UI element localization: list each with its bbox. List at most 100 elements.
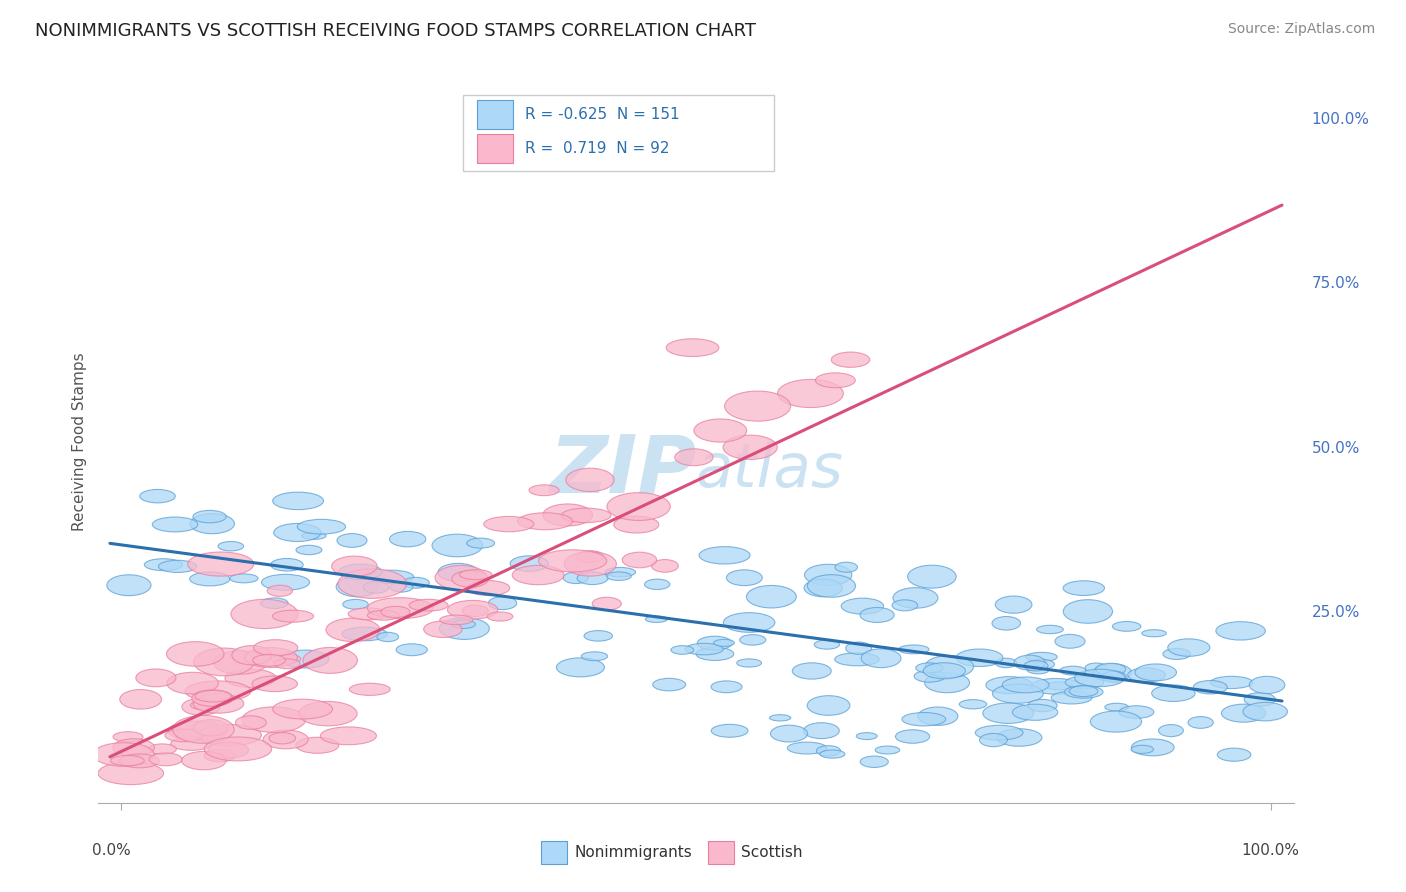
Ellipse shape	[204, 737, 271, 761]
Ellipse shape	[1112, 622, 1140, 632]
Ellipse shape	[583, 631, 613, 641]
Ellipse shape	[236, 715, 266, 730]
Ellipse shape	[332, 556, 377, 576]
Ellipse shape	[898, 645, 929, 654]
Ellipse shape	[711, 681, 742, 693]
Ellipse shape	[439, 618, 489, 640]
Ellipse shape	[181, 751, 226, 770]
Ellipse shape	[145, 558, 183, 571]
Ellipse shape	[186, 681, 250, 701]
Ellipse shape	[367, 610, 399, 620]
Ellipse shape	[770, 725, 807, 742]
Ellipse shape	[807, 574, 855, 598]
Ellipse shape	[253, 640, 298, 656]
Ellipse shape	[1194, 681, 1227, 694]
Ellipse shape	[191, 690, 233, 706]
Ellipse shape	[434, 566, 486, 590]
Ellipse shape	[695, 419, 747, 442]
Ellipse shape	[120, 690, 162, 709]
Ellipse shape	[860, 607, 894, 623]
Ellipse shape	[651, 559, 678, 573]
Text: Source: ZipAtlas.com: Source: ZipAtlas.com	[1227, 22, 1375, 37]
Ellipse shape	[831, 352, 870, 368]
Ellipse shape	[645, 615, 668, 623]
Ellipse shape	[377, 632, 398, 641]
Ellipse shape	[112, 739, 155, 756]
Ellipse shape	[269, 732, 295, 744]
Ellipse shape	[1090, 711, 1142, 732]
Ellipse shape	[565, 468, 614, 491]
Ellipse shape	[295, 738, 339, 754]
Text: atlas: atlas	[696, 441, 844, 500]
Ellipse shape	[1218, 748, 1251, 761]
Ellipse shape	[1063, 581, 1105, 596]
Ellipse shape	[149, 744, 176, 755]
Ellipse shape	[901, 713, 946, 726]
Ellipse shape	[793, 663, 831, 679]
Ellipse shape	[993, 616, 1021, 630]
Ellipse shape	[1102, 671, 1126, 682]
Ellipse shape	[605, 567, 636, 577]
Ellipse shape	[1159, 724, 1184, 737]
Ellipse shape	[538, 549, 607, 572]
Text: 50.0%: 50.0%	[1312, 441, 1360, 456]
Ellipse shape	[193, 694, 243, 714]
Ellipse shape	[1135, 664, 1177, 681]
Ellipse shape	[1046, 681, 1073, 690]
Ellipse shape	[252, 676, 298, 691]
Ellipse shape	[336, 576, 378, 597]
Ellipse shape	[1028, 666, 1049, 673]
Ellipse shape	[1052, 691, 1092, 704]
Ellipse shape	[350, 683, 391, 696]
Ellipse shape	[1188, 716, 1213, 729]
Ellipse shape	[804, 565, 852, 585]
Text: 100.0%: 100.0%	[1241, 843, 1299, 857]
Text: NONIMMIGRANTS VS SCOTTISH RECEIVING FOOD STAMPS CORRELATION CHART: NONIMMIGRANTS VS SCOTTISH RECEIVING FOOD…	[35, 22, 756, 40]
Ellipse shape	[396, 644, 427, 656]
FancyBboxPatch shape	[709, 841, 734, 864]
Ellipse shape	[1014, 655, 1045, 670]
Ellipse shape	[111, 756, 145, 765]
Ellipse shape	[367, 598, 433, 619]
Ellipse shape	[321, 727, 377, 745]
Ellipse shape	[607, 492, 671, 520]
Ellipse shape	[107, 574, 150, 596]
Ellipse shape	[685, 643, 723, 655]
Ellipse shape	[581, 652, 607, 661]
Ellipse shape	[846, 642, 872, 655]
Ellipse shape	[924, 663, 966, 679]
Ellipse shape	[281, 650, 329, 668]
Ellipse shape	[925, 656, 973, 678]
Ellipse shape	[727, 570, 762, 586]
Ellipse shape	[1119, 706, 1154, 718]
Ellipse shape	[841, 599, 883, 614]
Ellipse shape	[993, 684, 1043, 703]
Ellipse shape	[1031, 679, 1081, 694]
Ellipse shape	[1085, 663, 1107, 673]
Text: Scottish: Scottish	[741, 845, 803, 860]
Ellipse shape	[112, 731, 143, 742]
FancyBboxPatch shape	[477, 100, 513, 128]
Ellipse shape	[302, 533, 326, 540]
Ellipse shape	[1216, 622, 1265, 640]
Ellipse shape	[190, 572, 229, 586]
Ellipse shape	[229, 574, 259, 582]
Ellipse shape	[995, 658, 1017, 668]
Ellipse shape	[804, 579, 842, 597]
Ellipse shape	[188, 552, 254, 576]
Ellipse shape	[297, 545, 322, 555]
Ellipse shape	[893, 588, 938, 608]
Ellipse shape	[814, 640, 839, 649]
Ellipse shape	[723, 613, 775, 632]
Ellipse shape	[342, 627, 387, 640]
Ellipse shape	[1012, 704, 1057, 721]
Ellipse shape	[263, 730, 308, 748]
Ellipse shape	[860, 756, 889, 767]
Ellipse shape	[363, 582, 388, 593]
Ellipse shape	[208, 742, 249, 758]
Ellipse shape	[986, 677, 1032, 694]
Ellipse shape	[914, 670, 945, 682]
Ellipse shape	[190, 700, 218, 710]
Ellipse shape	[343, 599, 368, 609]
Ellipse shape	[614, 516, 659, 533]
